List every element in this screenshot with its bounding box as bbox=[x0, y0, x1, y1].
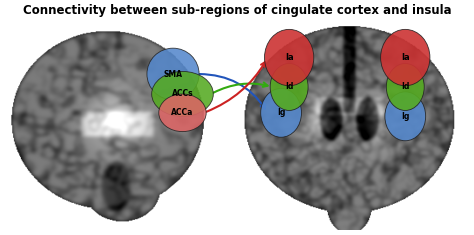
Text: Ia: Ia bbox=[401, 53, 410, 62]
Text: Connectivity between sub-regions of cingulate cortex and insula: Connectivity between sub-regions of cing… bbox=[23, 4, 451, 16]
Text: ACCs: ACCs bbox=[172, 90, 193, 98]
Ellipse shape bbox=[147, 48, 199, 100]
Text: Ig: Ig bbox=[401, 112, 410, 121]
Ellipse shape bbox=[385, 92, 426, 141]
Ellipse shape bbox=[159, 94, 206, 132]
Text: Ig: Ig bbox=[277, 108, 285, 117]
Text: Id: Id bbox=[285, 82, 293, 91]
Ellipse shape bbox=[261, 88, 301, 137]
Ellipse shape bbox=[264, 29, 314, 86]
Ellipse shape bbox=[152, 71, 213, 117]
Ellipse shape bbox=[270, 63, 308, 110]
Text: ACCa: ACCa bbox=[171, 108, 194, 117]
Text: Ia: Ia bbox=[285, 53, 293, 62]
Text: Id: Id bbox=[401, 82, 410, 91]
Ellipse shape bbox=[381, 29, 430, 86]
Ellipse shape bbox=[386, 63, 424, 110]
Text: SMA: SMA bbox=[164, 70, 182, 78]
